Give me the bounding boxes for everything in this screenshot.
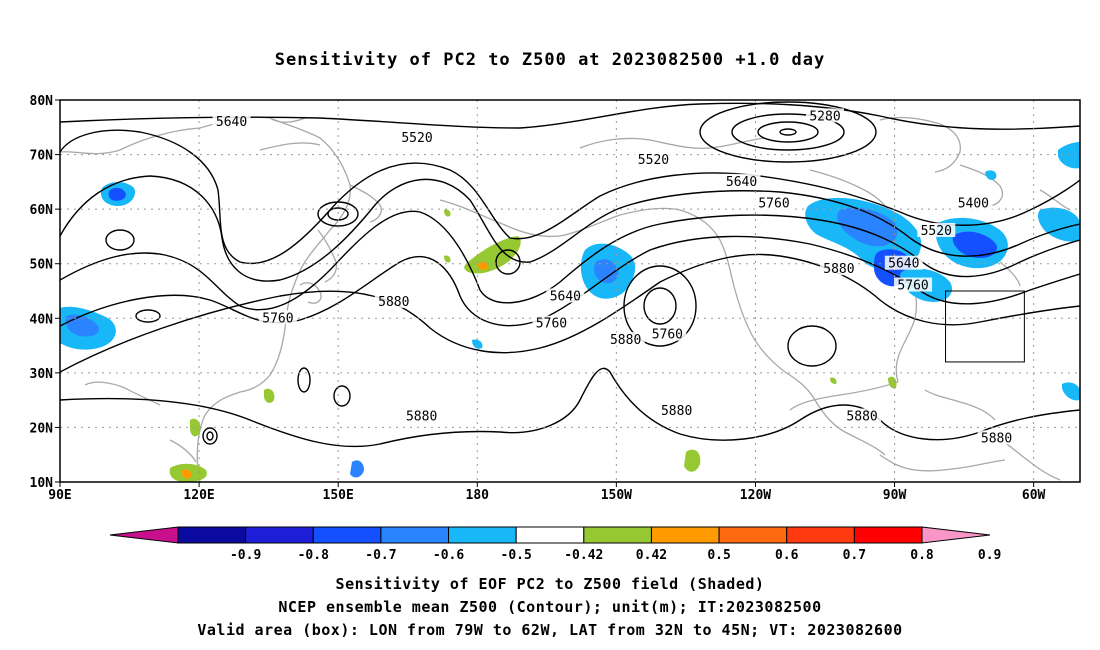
contour-label-bg bbox=[648, 326, 687, 341]
lat-label: 50N bbox=[30, 258, 54, 273]
contour-label: 5760 bbox=[897, 279, 928, 294]
colorbar-label: -0.42 bbox=[564, 548, 603, 563]
contour-label: 5760 bbox=[262, 311, 293, 326]
longitude-labels: 90E 120E 150E 180 150W 120W 90W 60W bbox=[48, 488, 1045, 503]
contour-label-bg bbox=[258, 310, 297, 325]
caption-line-2: NCEP ensemble mean Z500 (Contour); unit(… bbox=[278, 598, 822, 616]
contour-label: 5520 bbox=[401, 131, 432, 146]
lon-label: 60W bbox=[1022, 488, 1046, 503]
lat-label: 80N bbox=[30, 94, 54, 109]
caption-line-1: Sensitivity of EOF PC2 to Z500 field (Sh… bbox=[335, 575, 765, 593]
contour-label: 5640 bbox=[726, 175, 757, 190]
contour-label: 5400 bbox=[958, 197, 989, 212]
figure-title: Sensitivity of PC2 to Z500 at 2023082500… bbox=[274, 50, 826, 70]
lat-label: 10N bbox=[30, 476, 54, 491]
contour-label-bg bbox=[657, 403, 696, 418]
contour-label: 5880 bbox=[406, 410, 437, 425]
colorbar-label: -0.9 bbox=[230, 548, 261, 563]
lat-label: 30N bbox=[30, 367, 54, 382]
colorbar-swatch bbox=[312, 526, 382, 544]
colorbar-label: -0.5 bbox=[501, 548, 532, 563]
latitude-labels: 80N 70N 60N 50N 40N 30N 20N 10N bbox=[30, 94, 54, 491]
contour-label: 5760 bbox=[536, 317, 567, 332]
contour-label: 5880 bbox=[378, 295, 409, 310]
contour-label-bg bbox=[374, 293, 413, 308]
contour-label: 5880 bbox=[981, 431, 1012, 446]
lon-label: 150W bbox=[601, 488, 632, 503]
contour-label-bg bbox=[212, 113, 251, 128]
colorbar-swatch bbox=[245, 526, 314, 544]
colorbar-swatch bbox=[853, 526, 923, 544]
contour-label: 5760 bbox=[758, 197, 789, 212]
colorbar-label: -0.6 bbox=[433, 548, 464, 563]
contour-label: 5640 bbox=[550, 289, 581, 304]
colorbar-labels: -0.9 -0.8 -0.7 -0.6 -0.5 -0.42 0.42 0.5 0.6 0.7 0.… bbox=[230, 548, 1001, 563]
contour-label: 5880 bbox=[661, 404, 692, 419]
colorbar-swatch bbox=[177, 526, 247, 544]
axis-ticks bbox=[55, 99, 1035, 487]
contour-label: 5880 bbox=[823, 262, 854, 277]
contour-label: 5280 bbox=[809, 109, 840, 124]
colorbar-label: -0.8 bbox=[298, 548, 329, 563]
lon-label: 120W bbox=[740, 488, 771, 503]
lon-label: 90E bbox=[48, 488, 71, 503]
lat-label: 40N bbox=[30, 312, 54, 327]
contour-label-bg bbox=[532, 315, 571, 330]
colorbar-swatch bbox=[515, 526, 585, 544]
contour-label: 5880 bbox=[610, 333, 641, 348]
contour-label: 5640 bbox=[216, 115, 247, 130]
contour-label-bg bbox=[894, 277, 933, 292]
colorbar-swatch bbox=[380, 526, 450, 544]
lat-label: 60N bbox=[30, 203, 54, 218]
caption-line-3: Valid area (box): LON from 79W to 62W, L… bbox=[197, 621, 903, 639]
contour-label-bg bbox=[634, 152, 673, 167]
contour-label-bg bbox=[398, 130, 436, 145]
colorbar-label: 0.7 bbox=[843, 548, 866, 563]
colorbar-label: 0.6 bbox=[775, 548, 799, 563]
colorbar-label: -0.7 bbox=[365, 548, 396, 563]
contour-label: 5640 bbox=[888, 257, 919, 272]
contour-label-bg bbox=[884, 255, 923, 270]
lat-label: 70N bbox=[30, 149, 54, 164]
contour-label-bg bbox=[954, 195, 993, 210]
lat-label: 20N bbox=[30, 421, 54, 436]
colorbar-high-end bbox=[921, 526, 991, 544]
contour-label-bg bbox=[819, 261, 858, 276]
colorbar-label: 0.9 bbox=[978, 548, 1001, 563]
lon-label: 90W bbox=[883, 488, 907, 503]
sensitivity-shading bbox=[60, 142, 1080, 482]
contour-label: 5520 bbox=[638, 153, 669, 168]
map-frame bbox=[59, 99, 1081, 483]
contour-label: 5880 bbox=[846, 410, 877, 425]
colorbar bbox=[109, 526, 991, 544]
lon-label: 180 bbox=[466, 488, 490, 503]
contour-label-bg bbox=[843, 408, 882, 423]
colorbar-label: 0.8 bbox=[910, 548, 934, 563]
contour-label-bg bbox=[977, 430, 1016, 445]
colorbar-label: 0.5 bbox=[707, 548, 730, 563]
colorbar-swatch bbox=[786, 526, 855, 544]
colorbar-swatch bbox=[718, 526, 788, 544]
colorbar-swatch bbox=[650, 526, 720, 544]
contour-label-bg bbox=[917, 222, 956, 237]
colorbar-low-end bbox=[109, 526, 179, 544]
lat-lon-grid bbox=[60, 100, 1080, 482]
contour-label: 5760 bbox=[652, 328, 683, 343]
contour-label-bg bbox=[755, 195, 793, 210]
contour-label: 5520 bbox=[921, 224, 952, 239]
colorbar-label: 0.42 bbox=[636, 548, 667, 563]
lon-label: 150E bbox=[323, 488, 354, 503]
contour-label-bg bbox=[402, 408, 441, 423]
colorbar-swatch bbox=[448, 526, 517, 544]
colorbar-swatch bbox=[583, 526, 652, 544]
contour-label-bg bbox=[606, 332, 645, 347]
valid-area-box bbox=[945, 290, 1025, 363]
contour-label-bg bbox=[722, 173, 761, 188]
lon-label: 120E bbox=[183, 488, 214, 503]
contour-label-bg bbox=[806, 108, 844, 123]
coastlines bbox=[60, 116, 1071, 482]
contour-label-bg bbox=[546, 288, 585, 303]
